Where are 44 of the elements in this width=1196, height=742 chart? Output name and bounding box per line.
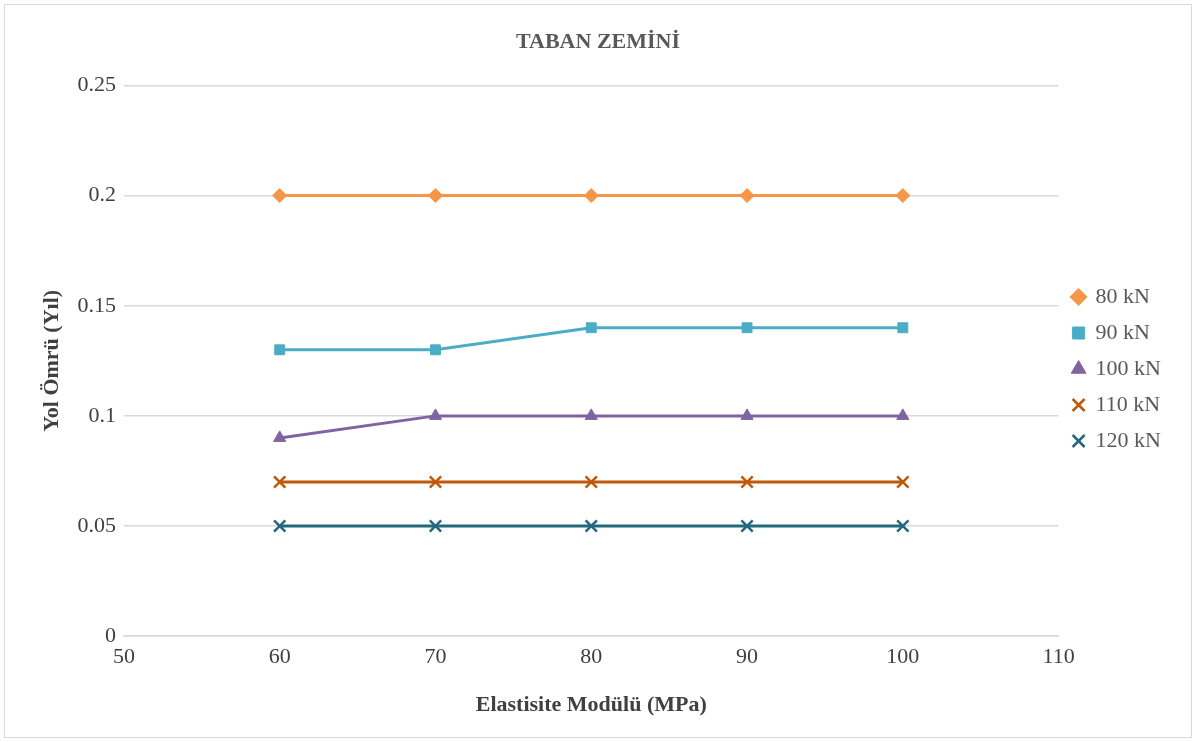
point — [895, 188, 911, 204]
point — [272, 188, 288, 204]
x-tick-label: 80 — [580, 643, 603, 669]
point — [272, 475, 287, 489]
legend-label: 90 kN — [1095, 318, 1151, 344]
point — [428, 408, 443, 420]
point — [274, 344, 286, 356]
y-tick-label: 0.25 — [77, 71, 116, 97]
x-axis-title: Elastisite Modülü (MPa) — [475, 691, 707, 717]
point — [427, 188, 443, 204]
point — [272, 519, 287, 533]
x-tick-label: 90 — [736, 643, 759, 669]
legend-label: 120 kN — [1095, 426, 1162, 452]
point — [428, 475, 443, 489]
point — [273, 430, 287, 442]
point — [740, 519, 754, 533]
point — [584, 475, 599, 489]
point — [895, 519, 910, 533]
chart-title: TABAN ZEMİNİ — [515, 27, 681, 53]
x-tick-label: 100 — [886, 643, 920, 669]
x-tick-label: 70 — [424, 643, 447, 669]
x-tick-label: 60 — [268, 643, 291, 669]
y-tick-label: 0.2 — [88, 181, 116, 207]
y-tick-label: 0.1 — [88, 401, 116, 427]
y-tick-label: 0.05 — [77, 511, 116, 537]
point — [430, 344, 441, 356]
y-axis-title: Yol Ömrü (Yıl) — [37, 289, 63, 432]
point — [739, 188, 755, 204]
legend-label: 80 kN — [1095, 282, 1151, 308]
x-tick-label: 110 — [1042, 643, 1075, 669]
point — [583, 188, 599, 204]
point — [584, 519, 599, 533]
point — [896, 408, 910, 420]
point — [895, 475, 910, 489]
y-tick-label: 0.15 — [77, 291, 116, 317]
legend-label: 100 kN — [1095, 354, 1162, 380]
point — [585, 322, 597, 334]
point — [741, 322, 753, 334]
point — [740, 475, 754, 489]
point — [584, 408, 598, 420]
point — [740, 408, 754, 420]
point — [897, 322, 909, 334]
legend-label: 110 kN — [1095, 390, 1161, 416]
point — [428, 519, 443, 533]
